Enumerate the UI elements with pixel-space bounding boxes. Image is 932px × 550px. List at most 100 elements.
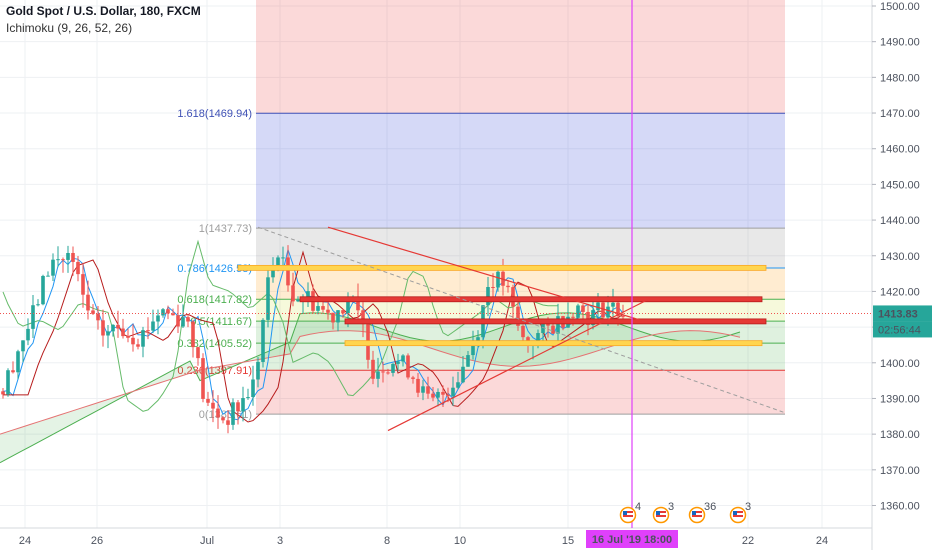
candle-body xyxy=(341,310,345,314)
candle-body xyxy=(136,344,140,347)
time-axis: 24 26 Jul 3 8 10 15 22 24 16 Jul '19 18:00 xyxy=(0,527,872,548)
event-count: 4 xyxy=(635,501,641,513)
time-tick-label: 26 xyxy=(91,535,103,547)
time-tick-label: 24 xyxy=(816,535,828,547)
candle-body xyxy=(66,252,70,260)
price-tick-label: 1480.00 xyxy=(880,72,920,84)
overlays: 4 3 36 3 xyxy=(619,0,751,528)
candle-body xyxy=(196,347,200,359)
candle-body xyxy=(131,337,135,345)
fib-band-0-0236 xyxy=(256,370,785,415)
zone-yellow xyxy=(344,340,763,347)
candle-body xyxy=(471,341,475,356)
price-tick-label: 1460.00 xyxy=(880,144,920,156)
candle-body xyxy=(141,330,145,347)
price-tick-label: 1440.00 xyxy=(880,215,920,227)
candle-body xyxy=(21,340,25,352)
cloud-fill xyxy=(0,312,740,463)
fib-level-label: 0.236(1397.91) xyxy=(177,365,252,377)
event-count: 3 xyxy=(745,501,751,513)
candle-body xyxy=(266,277,270,320)
candle-body xyxy=(321,306,325,310)
candle-body xyxy=(476,337,480,342)
candle-body xyxy=(326,309,330,313)
candle-body xyxy=(506,285,510,288)
candle-body xyxy=(316,306,320,311)
candle-body xyxy=(156,315,160,322)
candle-body xyxy=(16,351,20,373)
candle-body xyxy=(81,274,85,295)
candle-body xyxy=(36,304,40,306)
candle-body xyxy=(441,391,445,395)
candle-body xyxy=(371,359,375,379)
candle-body xyxy=(581,305,585,312)
zone-red xyxy=(299,296,763,303)
candle-body xyxy=(96,313,100,321)
ascending-trendline xyxy=(387,298,651,432)
candle-body xyxy=(446,394,450,397)
flag-stripe xyxy=(692,511,702,513)
candle-body xyxy=(261,319,265,362)
candle-body xyxy=(601,302,605,318)
candle-body xyxy=(296,299,300,302)
candle-body xyxy=(281,257,285,259)
indicator-label: Ichimoku (9, 26, 52, 26) xyxy=(6,21,133,35)
zone-red xyxy=(344,318,767,325)
candle-body xyxy=(91,310,95,314)
candle-body xyxy=(121,328,125,337)
candle-body xyxy=(226,420,230,425)
countdown-badge xyxy=(873,321,932,338)
candle-body xyxy=(331,312,335,323)
candle-body xyxy=(251,379,255,398)
candle-body xyxy=(521,325,525,338)
dashed-projection xyxy=(257,226,786,414)
candle-body xyxy=(336,310,340,323)
countdown-value: 02:56:44 xyxy=(878,324,921,336)
candle-body xyxy=(386,372,390,374)
candle-body xyxy=(556,316,560,334)
candles xyxy=(1,245,625,434)
candle-body xyxy=(466,355,470,367)
candle-body xyxy=(216,408,220,418)
candle-body xyxy=(71,252,75,262)
candle-body xyxy=(421,386,425,393)
candle-body xyxy=(256,361,260,380)
candle-body xyxy=(536,333,540,345)
fib-band-05-0618 xyxy=(256,299,785,322)
candle-body xyxy=(46,275,50,277)
time-tick-label: 22 xyxy=(742,535,754,547)
candle-body xyxy=(571,316,575,318)
flag-stripe xyxy=(656,515,666,517)
flag-stripe xyxy=(692,515,702,517)
candle-body xyxy=(591,310,595,326)
price-tick-label: 1430.00 xyxy=(880,251,920,263)
candle-body xyxy=(491,287,495,289)
candle-body xyxy=(346,301,350,314)
last-price-badge xyxy=(873,305,932,322)
fib-level-label: 0.786(1426.58) xyxy=(177,263,252,275)
candle-body xyxy=(191,321,195,348)
candle-body xyxy=(611,302,615,307)
candle-body xyxy=(161,309,165,316)
candle-body xyxy=(426,386,430,394)
candle-body xyxy=(241,398,245,412)
candle-body xyxy=(181,317,185,327)
candle-body xyxy=(166,309,170,314)
trend-drawings xyxy=(0,226,872,432)
candle-body xyxy=(86,294,90,311)
candle-body xyxy=(621,316,625,318)
candle-body xyxy=(111,324,115,332)
flag-canton xyxy=(733,511,737,515)
candle-body xyxy=(431,393,435,398)
price-tick-label: 1360.00 xyxy=(880,501,920,513)
flag-stripe xyxy=(733,515,743,517)
candle-body xyxy=(291,285,295,302)
last-price-value: 1413.83 xyxy=(878,308,918,320)
fib-band-0786-1 xyxy=(256,228,785,268)
candle-body xyxy=(201,358,205,399)
time-tick-label: 15 xyxy=(562,535,574,547)
zone-yellow xyxy=(237,264,767,271)
candle-body xyxy=(416,378,420,393)
candle-body xyxy=(151,321,155,331)
